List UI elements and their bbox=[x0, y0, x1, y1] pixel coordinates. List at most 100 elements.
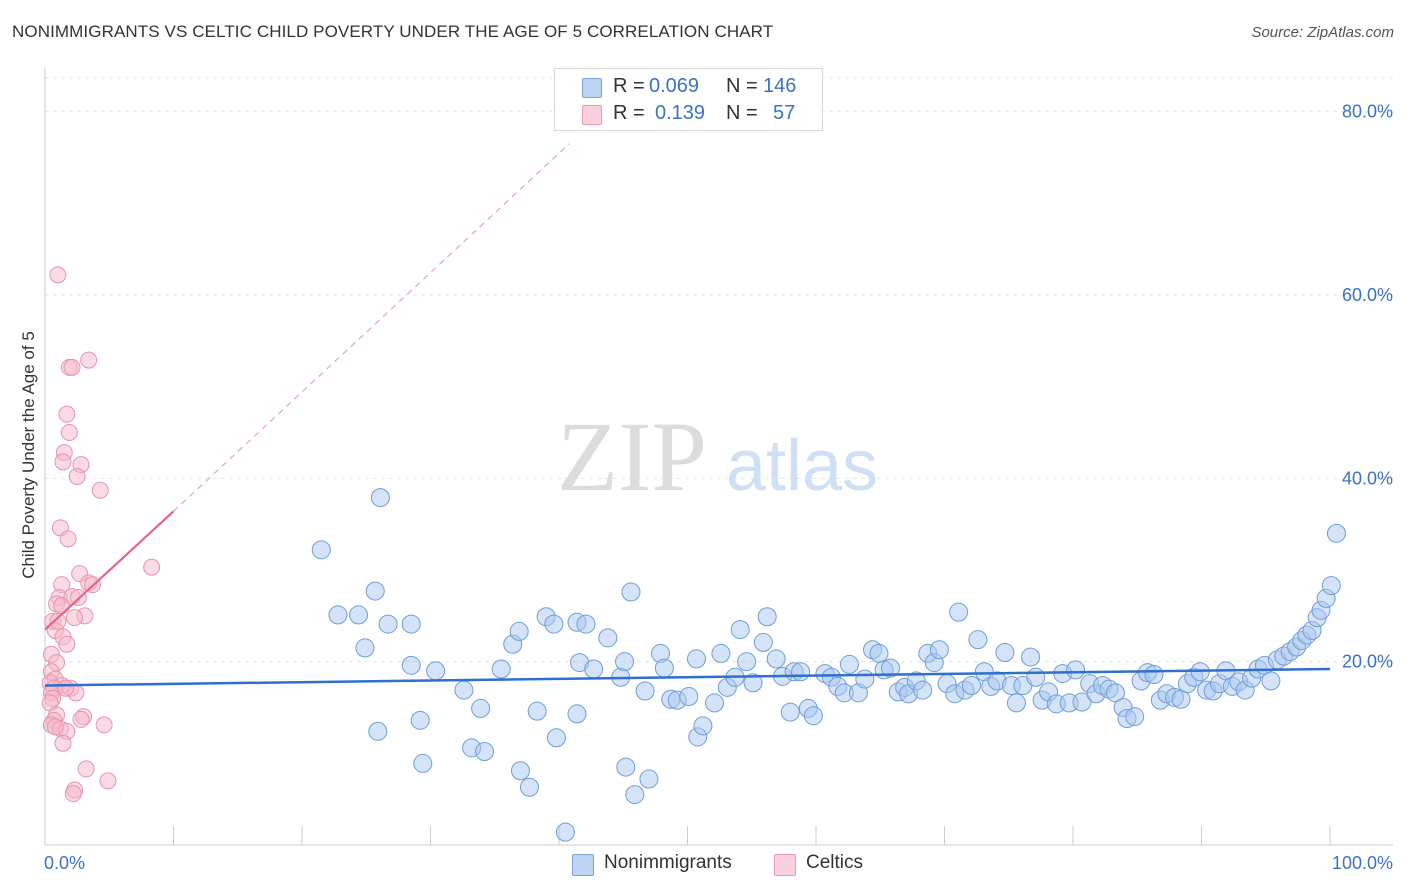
nonimmigrants-point bbox=[711, 643, 731, 663]
nonimmigrants-point bbox=[929, 640, 949, 660]
nonimmigrants-point bbox=[1072, 692, 1092, 712]
nonimmigrants-point bbox=[1261, 671, 1281, 691]
nonimmigrants-point bbox=[510, 761, 530, 781]
nonimmigrants-point bbox=[743, 673, 763, 693]
nonimmigrants-point bbox=[546, 728, 566, 748]
celtics-point bbox=[58, 635, 76, 653]
legend-n-value: 57 bbox=[773, 102, 796, 124]
nonimmigrants-point bbox=[1066, 660, 1086, 680]
bottom-legend-swatch-nonimmigrants bbox=[572, 854, 594, 876]
nonimmigrants-point bbox=[791, 662, 811, 682]
chart-title: NONIMMIGRANTS VS CELTIC CHILD POVERTY UN… bbox=[12, 22, 774, 41]
nonimmigrants-point bbox=[757, 607, 777, 627]
nonimmigrants-point bbox=[616, 757, 636, 777]
nonimmigrants-point bbox=[413, 753, 433, 773]
legend-swatch-celtics bbox=[582, 105, 602, 125]
nonimmigrants-trend-line bbox=[44, 667, 1331, 687]
legend-r-label: R = bbox=[613, 102, 645, 124]
axis-ticks: 20.0% 40.0% 60.0% 80.0% 0.0% 100.0% bbox=[44, 102, 1393, 873]
nonimmigrants-point bbox=[401, 614, 421, 634]
nonimmigrants-point bbox=[803, 706, 823, 726]
nonimmigrants-point bbox=[949, 602, 969, 622]
nonimmigrants-point bbox=[544, 614, 564, 634]
nonimmigrants-point bbox=[693, 716, 713, 736]
celtics-point bbox=[49, 266, 67, 284]
nonimmigrants-point bbox=[615, 652, 635, 672]
nonimmigrants-point bbox=[1125, 707, 1145, 727]
legend-n-label: N = bbox=[726, 102, 758, 124]
nonimmigrants-point bbox=[704, 693, 724, 713]
watermark: ZIP atlas bbox=[557, 401, 878, 512]
nonimmigrants-point bbox=[401, 655, 421, 675]
series-nonimmigrants bbox=[311, 488, 1346, 842]
nonimmigrants-point bbox=[737, 652, 757, 672]
nonimmigrants-point bbox=[576, 614, 596, 634]
celtics-point bbox=[60, 424, 78, 441]
celtics-point bbox=[72, 710, 90, 728]
celtics-point bbox=[64, 785, 82, 803]
nonimmigrants-point bbox=[1026, 667, 1046, 687]
grid-lines bbox=[45, 77, 1393, 663]
celtics-point bbox=[80, 351, 98, 369]
nonimmigrants-point bbox=[753, 632, 773, 652]
bottom-legend-label: Nonimmigrants bbox=[604, 852, 732, 873]
celtics-point bbox=[91, 481, 109, 499]
nonimmigrants-point bbox=[584, 659, 604, 679]
celtics-point bbox=[49, 612, 67, 630]
nonimmigrants-point bbox=[1105, 683, 1125, 703]
nonimmigrants-point bbox=[349, 605, 369, 625]
nonimmigrants-point bbox=[635, 681, 655, 701]
nonimmigrants-point bbox=[365, 581, 385, 601]
celtics-point bbox=[95, 716, 113, 734]
nonimmigrants-point bbox=[491, 659, 511, 679]
source-label: Source: ZipAtlas.com bbox=[1251, 24, 1394, 41]
x-tick-label: 0.0% bbox=[44, 853, 85, 873]
x-tick-label: 100.0% bbox=[1332, 853, 1393, 873]
celtics-point bbox=[99, 772, 117, 790]
celtics-point bbox=[54, 734, 72, 752]
celtics-trend-extension bbox=[173, 143, 570, 512]
nonimmigrants-point bbox=[519, 777, 539, 797]
nonimmigrants-point bbox=[555, 822, 575, 842]
nonimmigrants-point bbox=[355, 638, 375, 658]
celtics-point bbox=[59, 530, 77, 548]
nonimmigrants-point bbox=[567, 704, 587, 724]
celtics-point bbox=[68, 468, 86, 485]
nonimmigrants-point bbox=[730, 620, 750, 640]
celtics-point bbox=[77, 760, 95, 778]
correlation-legend: R = 0.069 N = 146 R = 0.139 N = 57 bbox=[554, 68, 823, 131]
nonimmigrants-point bbox=[311, 540, 331, 560]
y-tick-label: 20.0% bbox=[1342, 652, 1393, 672]
legend-row-nonimmigrants: R = 0.069 N = 146 bbox=[555, 75, 822, 101]
nonimmigrants-point bbox=[378, 614, 398, 634]
nonimmigrants-point bbox=[509, 621, 529, 641]
legend-r-label: R = bbox=[613, 75, 645, 97]
nonimmigrants-point bbox=[328, 605, 348, 625]
nonimmigrants-point bbox=[913, 680, 933, 700]
celtics-point bbox=[53, 597, 71, 615]
nonimmigrants-point bbox=[426, 661, 446, 681]
nonimmigrants-point bbox=[869, 643, 889, 663]
nonimmigrants-point bbox=[454, 680, 474, 700]
nonimmigrants-point bbox=[968, 630, 988, 650]
nonimmigrants-point bbox=[686, 649, 706, 669]
y-tick-label: 40.0% bbox=[1342, 468, 1393, 488]
nonimmigrants-point bbox=[471, 698, 491, 718]
nonimmigrants-point bbox=[639, 769, 659, 789]
celtics-point bbox=[58, 405, 76, 423]
celtics-trend-line bbox=[44, 510, 175, 631]
legend-r-value: 0.069 bbox=[649, 75, 700, 97]
celtics-point bbox=[46, 718, 64, 736]
nonimmigrants-point bbox=[1006, 693, 1026, 713]
celtics-point bbox=[143, 558, 161, 576]
nonimmigrants-point bbox=[995, 643, 1015, 662]
axes bbox=[44, 68, 1393, 846]
nonimmigrants-point bbox=[961, 676, 981, 695]
nonimmigrants-point bbox=[621, 582, 641, 602]
legend-row-celtics: R = 0.139 N = 57 bbox=[555, 102, 822, 128]
nonimmigrants-point bbox=[368, 721, 388, 741]
nonimmigrants-point bbox=[598, 628, 618, 648]
nonimmigrants-point bbox=[370, 488, 390, 508]
nonimmigrants-point bbox=[625, 785, 645, 805]
